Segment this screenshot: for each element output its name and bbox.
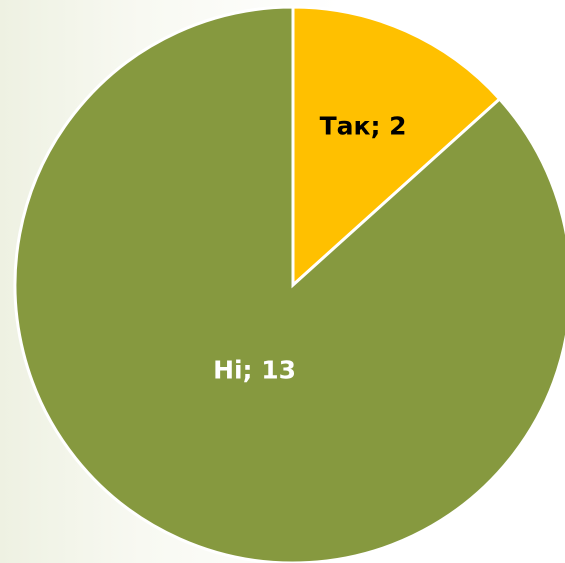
- data-label: Ні; 13: [213, 355, 296, 384]
- data-label: Так; 2: [320, 112, 407, 141]
- pie-slice: [13, 5, 565, 563]
- pie-slice: [291, 5, 502, 289]
